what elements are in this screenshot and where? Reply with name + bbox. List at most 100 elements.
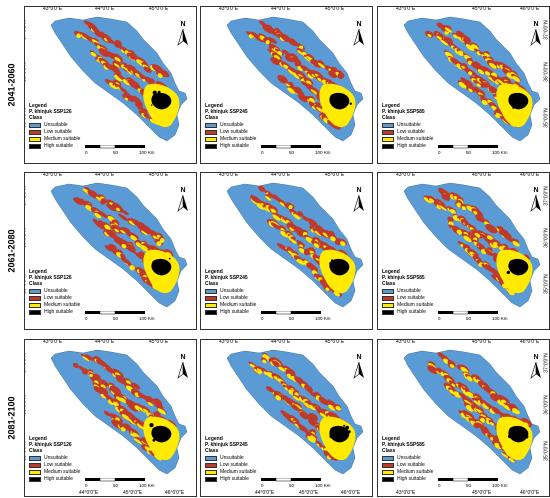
high-suitable-patch [330, 259, 334, 262]
north-arrow: N [176, 187, 190, 218]
legend-item-label: Low suitable [44, 462, 72, 468]
medium-suitable-patch [463, 235, 472, 243]
scale-tick-label: 100 Km [139, 316, 155, 321]
scale-tick-label: 100 Km [315, 483, 331, 488]
legend-swatch [29, 143, 41, 149]
medium-suitable-patch [288, 205, 293, 210]
longitude-tick: 43°0'0"E [43, 339, 63, 345]
scale-tick-label: 50 [113, 483, 119, 488]
medium-suitable-patch [157, 408, 166, 415]
scale-bar-graphic [438, 310, 498, 315]
high-suitable-core [151, 425, 172, 443]
legend-item: Low suitable [29, 462, 80, 468]
medium-suitable-patch [104, 224, 111, 230]
low-suitable-patch [287, 222, 298, 230]
low-suitable-patch [481, 81, 489, 88]
legend-swatch [205, 122, 217, 128]
medium-suitable-patch [467, 60, 473, 65]
legend-swatch [382, 129, 394, 135]
medium-suitable-patch [156, 241, 162, 247]
medium-suitable-patch [468, 71, 473, 76]
legend-item: Low suitable [382, 462, 433, 468]
map-legend: Legend P. khinjuk SSP245 Class Unsuitable Lo… [205, 103, 256, 149]
medium-suitable-patch [423, 197, 432, 204]
high-suitable-patch [347, 430, 351, 434]
medium-suitable-patch [116, 207, 121, 212]
legend-swatch [382, 143, 394, 149]
low-suitable-patch [481, 263, 493, 272]
scale-bar-labels: 0 50 100 Km [438, 483, 518, 489]
legend-swatch [29, 455, 41, 461]
medium-suitable-patch [457, 50, 464, 57]
legend-class-label: Class [29, 448, 43, 454]
medium-suitable-patch [296, 258, 305, 265]
high-suitable-patch [521, 428, 526, 433]
medium-suitable-patch [263, 207, 271, 213]
medium-suitable-patch [317, 62, 326, 69]
legend-swatch [29, 129, 41, 135]
low-suitable-patch [125, 410, 136, 419]
low-suitable-patch [272, 360, 280, 367]
legend-title: Legend [382, 269, 400, 275]
north-arrow: N [529, 187, 543, 218]
legend-item: Unsuitable [205, 455, 256, 461]
legend-swatch [382, 462, 394, 468]
low-suitable-patch [258, 20, 267, 27]
medium-suitable-patch [294, 404, 302, 410]
legend-item-label: High suitable [44, 143, 73, 149]
latitude-tick-text: 37°0'0"N [24, 186, 28, 206]
north-arrow-icon [353, 28, 364, 46]
map-panel: 43°0'0"E 44°0'0"E 45°0'0"E 44°0'0"E 45°0'0"E… [24, 339, 197, 497]
longitude-tick: 45°0'0"E [325, 172, 345, 178]
legend-swatch [205, 295, 217, 301]
latitude-tick-text: 35°0'0"N [24, 108, 28, 128]
legend-scenario: P. khinjuk SSP245 [205, 109, 248, 115]
latitude-tick-text: 35°0'0"N [24, 274, 28, 294]
medium-suitable-patch [466, 376, 473, 382]
medium-suitable-patch [496, 79, 505, 85]
legend-item: Low suitable [29, 129, 80, 135]
legend-item: High suitable [29, 476, 80, 482]
low-suitable-patch [104, 63, 113, 70]
latitude-tick-text: 35°0'0"N [24, 441, 28, 461]
medium-suitable-patch [125, 380, 131, 385]
longitude-tick-bottom: 43°0'0"E [396, 490, 416, 496]
low-suitable-patch [122, 94, 131, 101]
medium-suitable-patch [94, 212, 102, 219]
medium-suitable-patch [468, 88, 473, 93]
scale-tick-label: 50 [466, 316, 472, 321]
legend-scenario: P. khinjuk SSP126 [29, 275, 72, 281]
period-text: 2081-2100 [7, 396, 18, 440]
legend-item-label: Low suitable [220, 129, 248, 135]
legend-item-label: High suitable [397, 309, 426, 315]
latitude-tick: 36°0'0"N [25, 62, 34, 81]
legend-item: Medium suitable [29, 136, 80, 142]
low-suitable-patch [115, 39, 122, 45]
row-label-period: 2041-2060 [4, 6, 20, 164]
high-suitable-patch [508, 434, 512, 439]
high-suitable-patch [517, 428, 519, 430]
medium-suitable-patch [112, 401, 119, 407]
legend-swatch [29, 122, 41, 128]
map-panel: 43°0'0"E 44°0'0"E 45°0'0"E N Legend P. khinju… [200, 172, 373, 330]
scale-bar: 0 50 100 Km [261, 477, 341, 489]
longitude-tick-bottom: 45°0'0"E [123, 490, 143, 496]
legend-item-label: Unsuitable [397, 288, 421, 294]
scale-tick-label: 100 Km [492, 483, 508, 488]
legend-item: Low suitable [205, 462, 256, 468]
medium-suitable-patch [262, 359, 267, 364]
north-arrow: N [176, 21, 190, 52]
medium-suitable-patch [279, 36, 285, 42]
scale-bar-graphic [261, 144, 321, 149]
low-suitable-patch [441, 193, 450, 201]
medium-suitable-patch [502, 403, 511, 411]
high-suitable-patch [152, 90, 157, 95]
legend-swatch [205, 469, 217, 475]
legend-item-label: Low suitable [397, 462, 425, 468]
high-suitable-patch [165, 268, 170, 273]
medium-suitable-patch [477, 69, 485, 75]
north-arrow-icon [530, 361, 541, 379]
north-letter: N [180, 21, 186, 28]
longitude-tick: 43°0'0"E [396, 172, 416, 178]
legend-swatch [205, 288, 217, 294]
